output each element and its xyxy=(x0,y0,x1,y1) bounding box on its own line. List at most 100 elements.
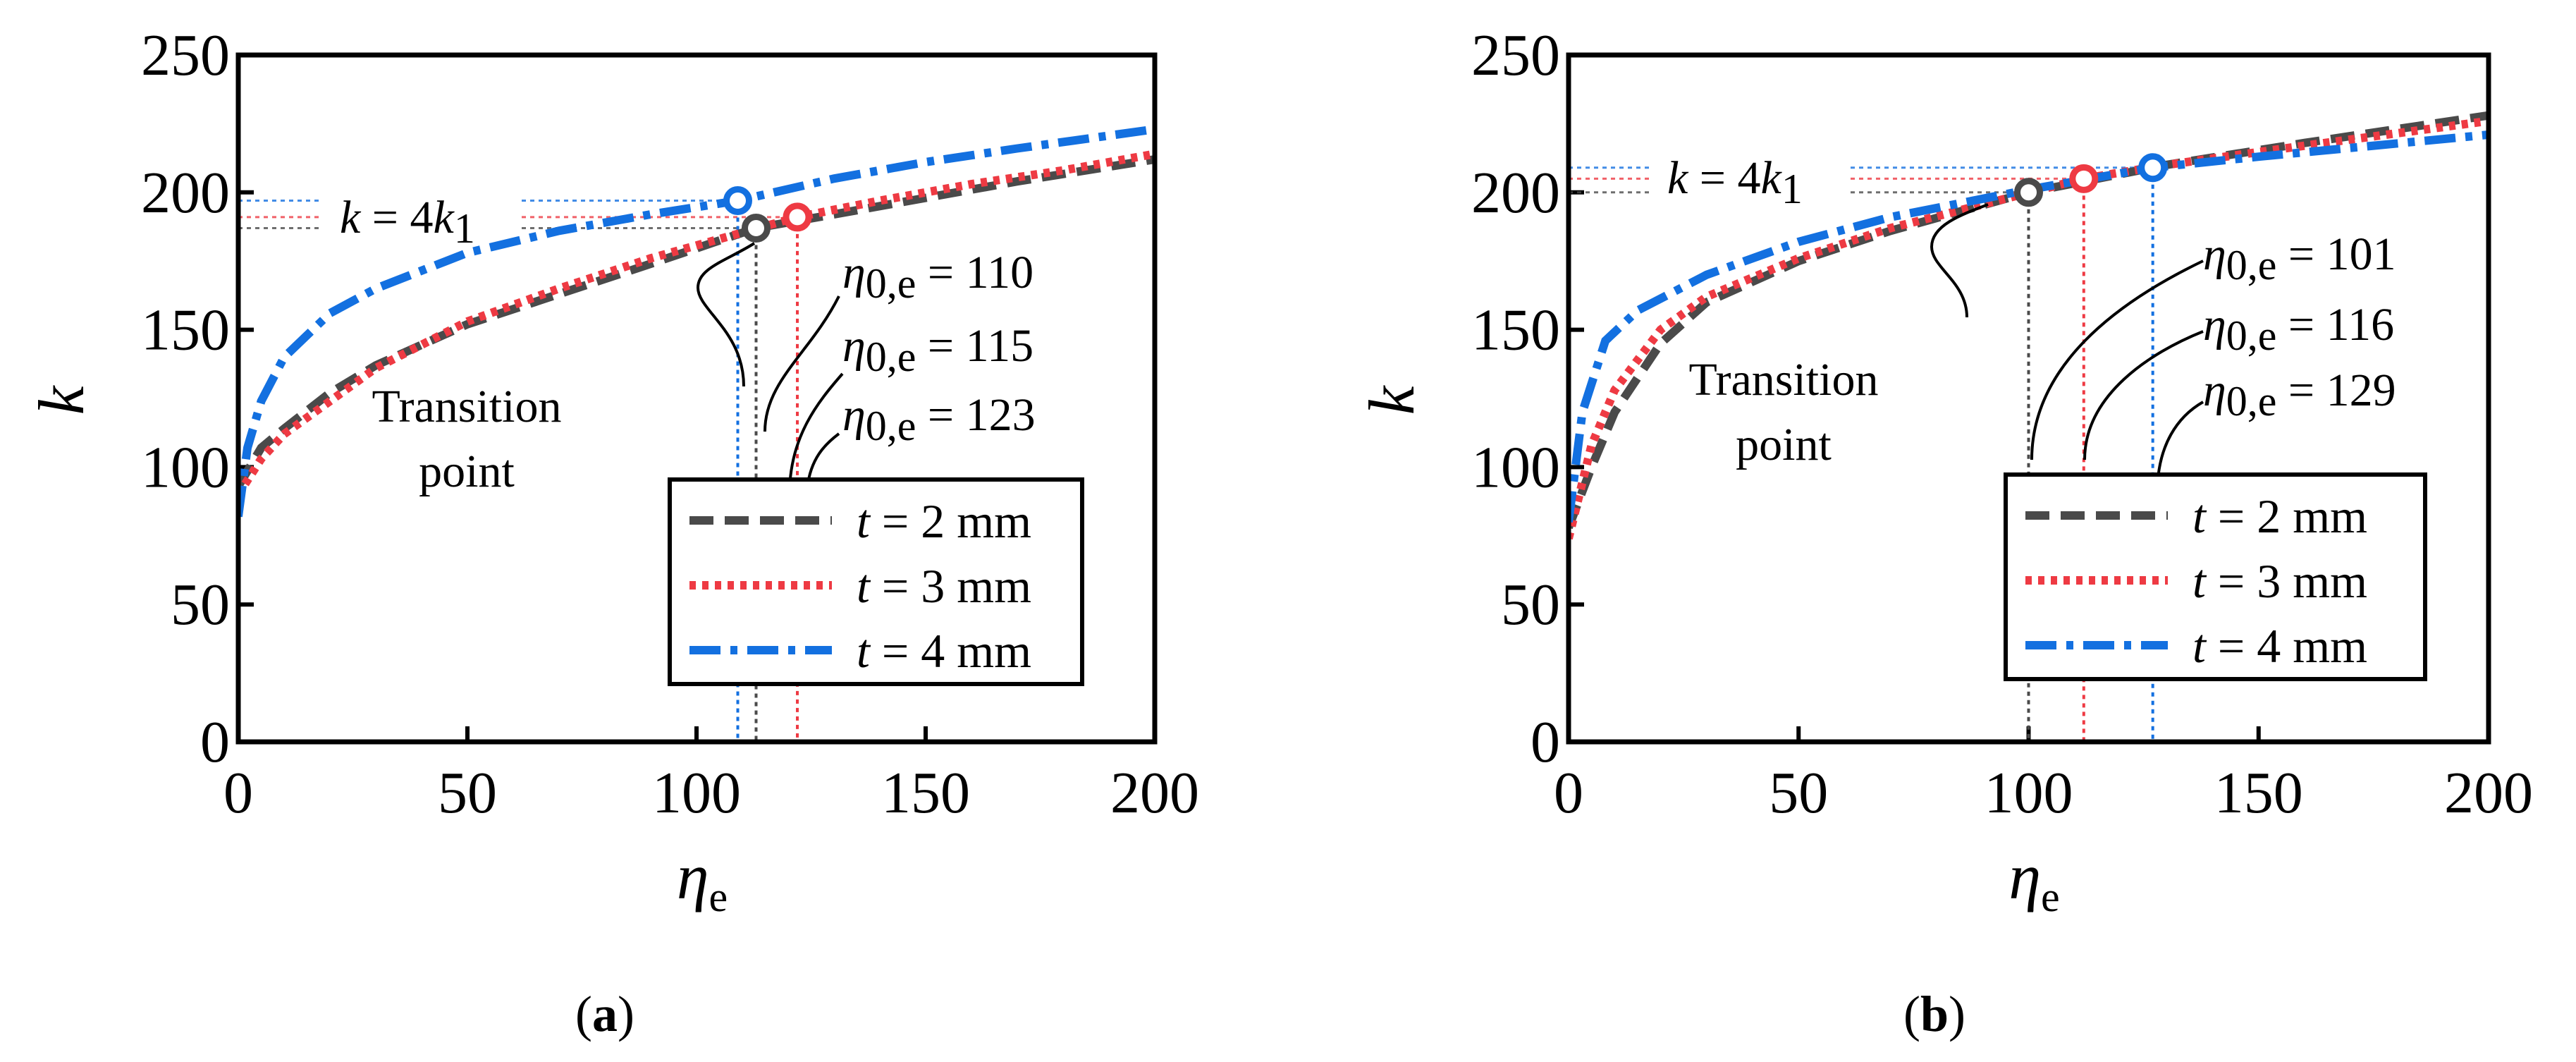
x-axis-label-main: η xyxy=(2008,841,2041,913)
x-tick-label: 100 xyxy=(652,760,741,826)
k4-label-k2: k xyxy=(1761,152,1783,204)
eta-label: η0,e = 101 xyxy=(2203,228,2396,288)
x-tick-label: 100 xyxy=(1985,760,2073,826)
legend-label: t = 2 mm xyxy=(2192,489,2367,543)
panel-label-close: ) xyxy=(1949,986,1965,1042)
panel-label: (b) xyxy=(1903,986,1965,1042)
eta-label: η0,e = 115 xyxy=(842,320,1034,380)
y-tick-label: 50 xyxy=(1501,572,1560,637)
k4-label: k = 4k1 xyxy=(1667,152,1803,212)
series-line-3 xyxy=(238,125,1155,518)
x-tick-label: 0 xyxy=(1554,760,1583,826)
transition-label: point xyxy=(419,446,515,497)
x-tick-label: 50 xyxy=(1769,760,1828,826)
leader-line xyxy=(696,242,756,387)
k4-label-k: k xyxy=(340,192,362,243)
plot-frame xyxy=(235,52,1158,745)
x-tick-label: 150 xyxy=(2214,760,2303,826)
legend-label: t = 2 mm xyxy=(857,494,1031,548)
x-axis-label-main: η xyxy=(677,841,709,913)
eta-label: η0,e = 123 xyxy=(842,389,1036,449)
eta-label-value: = 101 xyxy=(2276,228,2396,280)
eta-label: η0,e = 129 xyxy=(2203,365,2396,425)
k4-label-k2: k xyxy=(434,192,455,243)
leader-line xyxy=(2083,330,2204,460)
eta-label-value: = 115 xyxy=(916,320,1034,372)
transition-label: Transition xyxy=(1689,354,1879,405)
legend-label: t = 4 mm xyxy=(2192,619,2367,673)
series-line-2 xyxy=(238,149,1155,497)
transition-point-marker xyxy=(2138,153,2168,183)
panel-label: (a) xyxy=(575,986,634,1042)
eta-label: η0,e = 116 xyxy=(2203,299,2394,359)
x-tick-label: 200 xyxy=(2444,760,2533,826)
x-tick-label: 0 xyxy=(223,760,253,826)
y-axis-label: k xyxy=(25,384,97,415)
y-tick-label: 200 xyxy=(1471,160,1560,226)
y-tick-label: 0 xyxy=(1531,709,1560,775)
y-tick-label: 250 xyxy=(1471,23,1560,88)
legend-label-rest: = 4 mm xyxy=(2206,619,2367,673)
k4-label-k: k xyxy=(1667,152,1689,204)
legend-box xyxy=(2004,472,2427,681)
y-tick-label: 200 xyxy=(141,160,230,226)
legend-label-rest: = 4 mm xyxy=(870,624,1031,678)
legend-label-rest: = 3 mm xyxy=(2206,554,2367,608)
legend-label-t: t xyxy=(2192,619,2207,673)
k4-label-sub: 1 xyxy=(454,205,475,252)
x-tick-label: 50 xyxy=(438,760,497,826)
panel-label-open: ( xyxy=(575,986,592,1042)
k4-label-sub: 1 xyxy=(1781,166,1803,212)
y-tick-label: 0 xyxy=(200,709,230,775)
legend-label: t = 3 mm xyxy=(2192,554,2367,608)
eta-label-sub: 0,e xyxy=(866,403,916,449)
transition-point-marker xyxy=(742,213,771,243)
transition-point-marker xyxy=(2069,164,2099,193)
y-axis-label: k xyxy=(1356,384,1428,415)
leader-line xyxy=(2030,260,2204,460)
transition-label: Transition xyxy=(372,381,562,432)
plot-frame xyxy=(1566,52,2491,745)
eta-label-main: η xyxy=(842,247,866,298)
eta-label-sub: 0,e xyxy=(866,334,916,380)
transition-point-marker xyxy=(2014,178,2043,207)
panel-label-open: ( xyxy=(1903,986,1920,1042)
x-tick-label: 150 xyxy=(881,760,970,826)
legend-label-t: t xyxy=(857,559,871,613)
x-tick-label: 200 xyxy=(1110,760,1199,826)
panel-label-letter: a xyxy=(592,986,618,1042)
eta-label-value: = 123 xyxy=(916,389,1035,441)
legend-label-t: t xyxy=(2192,554,2207,608)
series-line-1 xyxy=(238,155,1155,489)
eta-label-value: = 129 xyxy=(2276,365,2396,416)
eta-label-sub: 0,e xyxy=(2226,242,2277,288)
panel-label-letter: b xyxy=(1920,986,1949,1042)
y-tick-label: 250 xyxy=(141,23,230,88)
k4-label: k = 4k1 xyxy=(340,192,475,252)
eta-label-main: η xyxy=(2203,228,2226,280)
y-tick-label: 150 xyxy=(141,298,230,363)
legend-label-rest: = 3 mm xyxy=(870,559,1031,613)
legend-box xyxy=(668,477,1084,686)
y-tick-label: 150 xyxy=(1471,298,1560,363)
eta-label-main: η xyxy=(842,320,866,372)
x-axis-label: ηe xyxy=(2008,841,2059,920)
eta-label-main: η xyxy=(2203,365,2226,416)
eta-label-main: η xyxy=(2203,299,2226,350)
eta-label-sub: 0,e xyxy=(866,260,916,307)
y-tick-label: 100 xyxy=(1471,434,1560,500)
eta-label-sub: 0,e xyxy=(2226,378,2277,425)
x-axis-label-sub: e xyxy=(2041,874,2060,920)
legend-label-t: t xyxy=(857,624,871,678)
eta-label-sub: 0,e xyxy=(2226,312,2277,359)
legend-label: t = 3 mm xyxy=(857,559,1031,613)
y-tick-label: 100 xyxy=(141,434,230,500)
leader-line xyxy=(1930,203,1989,318)
k4-label-mid: = 4 xyxy=(360,192,433,243)
x-axis-label-sub: e xyxy=(709,874,728,920)
eta-label: η0,e = 110 xyxy=(842,247,1034,307)
legend-label-t: t xyxy=(2192,489,2207,543)
